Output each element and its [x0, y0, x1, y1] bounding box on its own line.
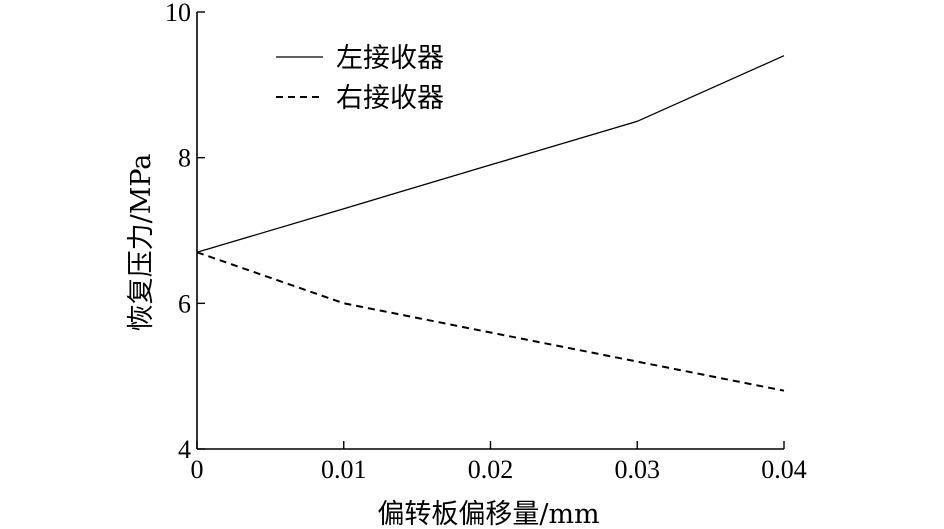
series-layer — [196, 55, 785, 392]
y-tick-label: 8 — [178, 144, 191, 173]
x-tick-label: 0 — [191, 455, 204, 484]
x-tick-label: 0.03 — [615, 455, 661, 484]
x-tick-label: 0.02 — [468, 455, 514, 484]
ticks: 0 0.01 0.02 0.03 0.04 4 6 8 10 — [165, 0, 807, 484]
y-tick-label: 4 — [178, 435, 191, 464]
y-axis-title: 恢复压力/MPa — [126, 154, 157, 332]
y-tick-label: 10 — [165, 0, 191, 27]
series-line-left-receiver — [196, 55, 785, 253]
y-tick-label: 6 — [178, 289, 191, 318]
x-tick-label: 0.04 — [761, 455, 807, 484]
axes — [196, 12, 784, 450]
legend-label: 右接收器 — [336, 83, 444, 114]
x-tick-label: 0.01 — [321, 455, 367, 484]
legend-label: 左接收器 — [336, 43, 444, 74]
x-axis-title: 偏转板偏移量/mm — [377, 499, 599, 529]
series-line-right-receiver — [196, 251, 785, 392]
